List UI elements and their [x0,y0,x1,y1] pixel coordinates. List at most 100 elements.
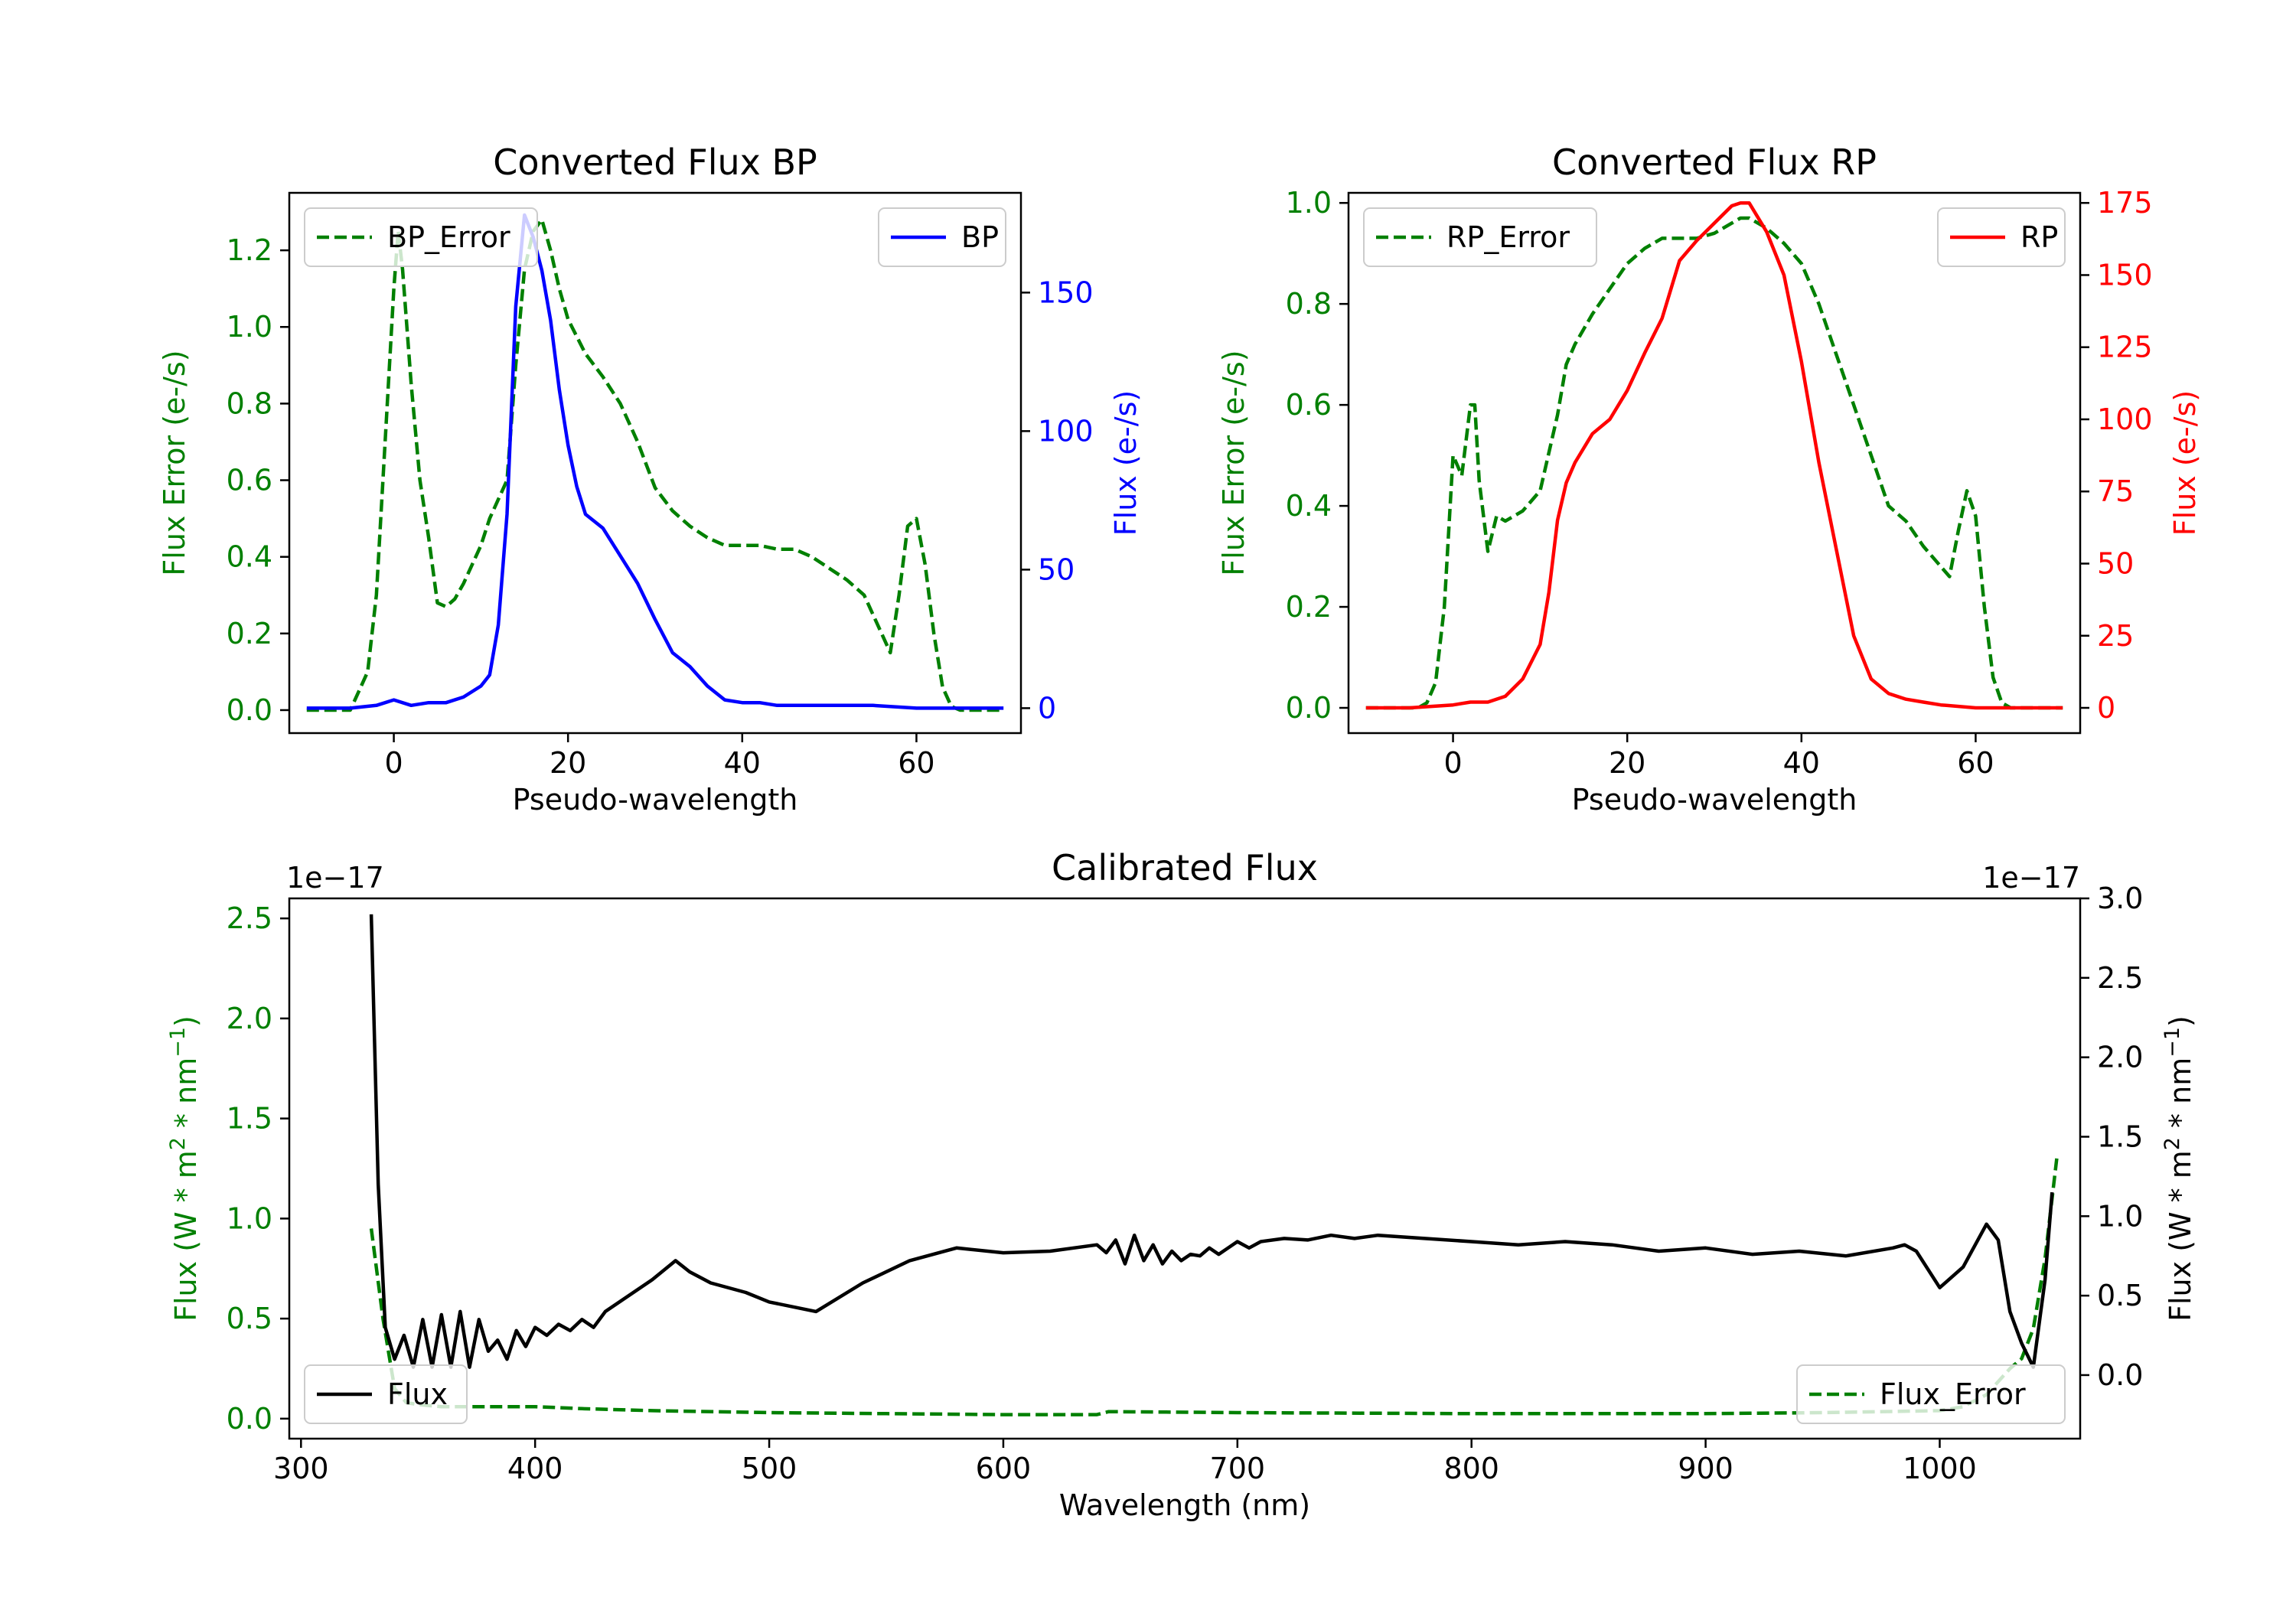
left-tick-label: 0.2 [227,617,272,650]
x-tick-label: 0 [384,746,403,780]
right-tick-label: 50 [1038,553,1075,586]
axes-frame [288,191,1022,735]
legend-label: Flux [387,1377,448,1411]
x-tick-label: 40 [724,746,761,780]
left-tick-label: 0.6 [1286,388,1332,422]
right-tick-label: 150 [2097,258,2153,292]
axis-label-part: 2 [166,1137,190,1150]
series-line-bp [306,213,1004,710]
x-tick-label: 500 [742,1452,797,1485]
axis-label-part: −1 [2161,1027,2184,1058]
x-tick-label: 400 [507,1452,563,1485]
left-axis-label: Flux Error (e-/s) [158,350,191,575]
chart-title: Converted Flux BP [493,142,817,183]
chart-title: Calibrated Flux [1052,847,1318,888]
axes-frame [288,897,2082,1440]
calibrated-panel: 300 400 500 600 700 800 900 1000 Wavelength (nm)… [166,847,2198,1522]
left-tick-label: 0.4 [1286,489,1332,523]
legend-label: BP_Error [387,220,510,254]
left-tick-label: 0.0 [1286,691,1332,725]
right-offset-text: 1e−17 [1982,861,2080,895]
right-axis-label: Flux (e-/s) [2168,390,2202,536]
right-tick-label: 3.0 [2097,882,2143,915]
x-tick-label: 40 [1783,746,1820,780]
x-tick-label: 60 [898,746,934,780]
rp-panel: 0 20 40 60 Pseudo-wavelength 0.0 0.2 0.4 0.6 0.8 1… [1217,142,2202,817]
left-tick-label: 0.8 [1286,287,1332,321]
bp-panel: 0 20 40 60 Pseudo-wavelength 0.0 0.2 0.4 0.6 0.8 1… [158,142,1143,817]
axis-label-part: ) [2164,1015,2197,1027]
right-tick-label: 0 [1038,691,1056,725]
left-tick-label: 1.0 [1286,186,1332,220]
legend-box [304,1364,468,1424]
axis-label-part: ) [169,1015,203,1027]
left-tick-label: 1.0 [227,1201,272,1235]
right-tick-label: 0.0 [2097,1358,2143,1392]
legend-label: RP [2020,220,2058,254]
x-axis-label: Wavelength (nm) [1059,1488,1310,1522]
right-tick-label: 100 [1038,414,1094,448]
x-tick-label: 20 [1609,746,1645,780]
x-tick-label: 1000 [1903,1452,1977,1485]
left-tick-label: 0.0 [227,693,272,727]
legend-box [1363,207,1597,267]
series-line-rp [1365,200,2063,710]
left-tick-label: 0.2 [1286,590,1332,624]
right-axis-label: Flux (W * m2 * nm−1) [2161,1015,2198,1322]
left-tick-label: 0.6 [227,464,272,497]
x-tick-label: 900 [1678,1452,1733,1485]
series-line-flux [369,914,2054,1369]
axis-label-part: 2 [2161,1137,2184,1150]
left-tick-label: 1.2 [227,233,272,267]
right-axis-label: Flux (e-/s) [1109,390,1143,536]
axis-label-part: Flux (W * m [2164,1150,2197,1322]
legend-box [304,207,538,267]
axis-label-part: * nm [2164,1058,2197,1137]
x-tick-label: 20 [550,746,586,780]
right-tick-label: 0 [2097,691,2115,725]
right-tick-label: 100 [2097,403,2153,436]
x-tick-label: 300 [273,1452,329,1485]
axis-label-part: −1 [166,1027,190,1058]
x-axis-label: Pseudo-wavelength [1572,783,1857,817]
right-tick-label: 25 [2097,619,2134,653]
right-tick-label: 1.0 [2097,1199,2143,1233]
x-axis-label: Pseudo-wavelength [513,783,798,817]
right-tick-label: 50 [2097,546,2134,580]
right-tick-label: 2.5 [2097,961,2143,995]
right-tick-label: 150 [1038,275,1094,309]
legend-label: RP_Error [1446,220,1570,254]
x-tick-label: 60 [1957,746,1994,780]
legend-label: BP [961,220,999,254]
right-tick-label: 1.5 [2097,1120,2143,1153]
x-tick-label: 0 [1443,746,1462,780]
x-tick-label: 800 [1443,1452,1499,1485]
axis-label-part: Flux (W * m [169,1150,203,1322]
series-line-bp-error [306,217,1004,712]
left-tick-label: 0.0 [227,1402,272,1436]
left-offset-text: 1e−17 [286,861,384,895]
right-tick-label: 2.0 [2097,1041,2143,1074]
left-tick-label: 0.8 [227,386,272,420]
chart-title: Converted Flux RP [1552,142,1877,183]
x-tick-label: 700 [1210,1452,1266,1485]
legend-box [1796,1364,2066,1424]
series-line-rp-error [1365,216,2063,710]
axis-label-part: * nm [169,1058,203,1137]
left-axis-label: Flux (W * m2 * nm−1) [166,1015,204,1322]
right-tick-label: 75 [2097,474,2134,508]
legend-label: Flux_Error [1880,1377,2026,1411]
left-tick-label: 1.5 [227,1102,272,1136]
left-axis-label: Flux Error (e-/s) [1217,350,1251,575]
left-tick-label: 1.0 [227,310,272,344]
right-tick-label: 125 [2097,331,2153,364]
right-tick-label: 175 [2097,186,2153,220]
left-tick-label: 0.4 [227,540,272,574]
right-tick-label: 0.5 [2097,1279,2143,1312]
left-tick-label: 2.5 [227,901,272,935]
axes-frame [1347,191,2082,735]
left-tick-label: 2.0 [227,1002,272,1035]
x-tick-label: 600 [976,1452,1032,1485]
left-tick-label: 0.5 [227,1302,272,1335]
